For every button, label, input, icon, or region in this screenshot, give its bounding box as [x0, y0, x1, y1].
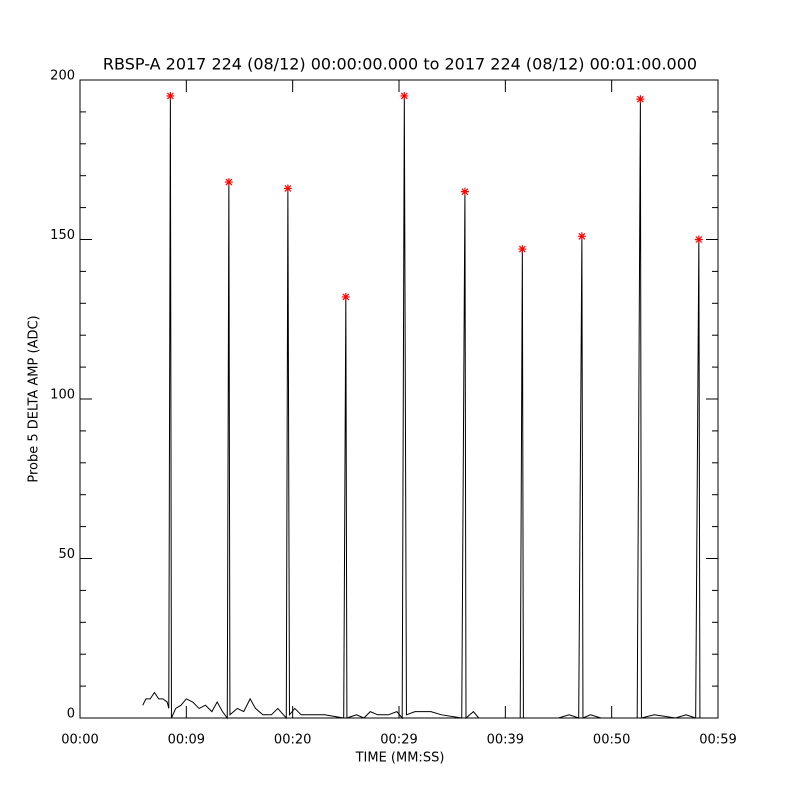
- y-tick-label: 200: [50, 69, 75, 84]
- peak-marker: [518, 245, 527, 254]
- x-tick-label: 00:59: [699, 733, 736, 748]
- x-tick-label: 00:39: [487, 733, 524, 748]
- x-tick-label: 00:29: [380, 733, 417, 748]
- peak-marker: [283, 184, 292, 193]
- y-axis-label: Probe 5 DELTA AMP (ADC): [27, 315, 42, 482]
- plot-frame: [79, 79, 719, 719]
- y-tick-label: 50: [58, 547, 75, 562]
- data-line: [142, 95, 708, 720]
- x-tick-label: 00:09: [168, 733, 205, 748]
- x-tick-label: 00:00: [61, 733, 98, 748]
- x-tick-label: 00:20: [274, 733, 311, 748]
- y-tick-label: 150: [50, 228, 75, 243]
- chart-title: RBSP-A 2017 224 (08/12) 00:00:00.000 to …: [103, 55, 697, 74]
- peak-marker: [460, 187, 469, 196]
- peak-marker: [224, 178, 233, 187]
- x-axis-label: TIME (MM:SS): [355, 751, 445, 766]
- peak-marker: [341, 292, 350, 301]
- y-tick-label: 100: [50, 388, 75, 403]
- peak-marker: [400, 91, 409, 100]
- peak-marker: [577, 232, 586, 241]
- x-tick-label: 00:50: [593, 733, 630, 748]
- peak-marker: [166, 91, 175, 100]
- peak-marker: [636, 95, 645, 104]
- peak-marker: [694, 235, 703, 244]
- y-tick-label: 0: [67, 707, 75, 722]
